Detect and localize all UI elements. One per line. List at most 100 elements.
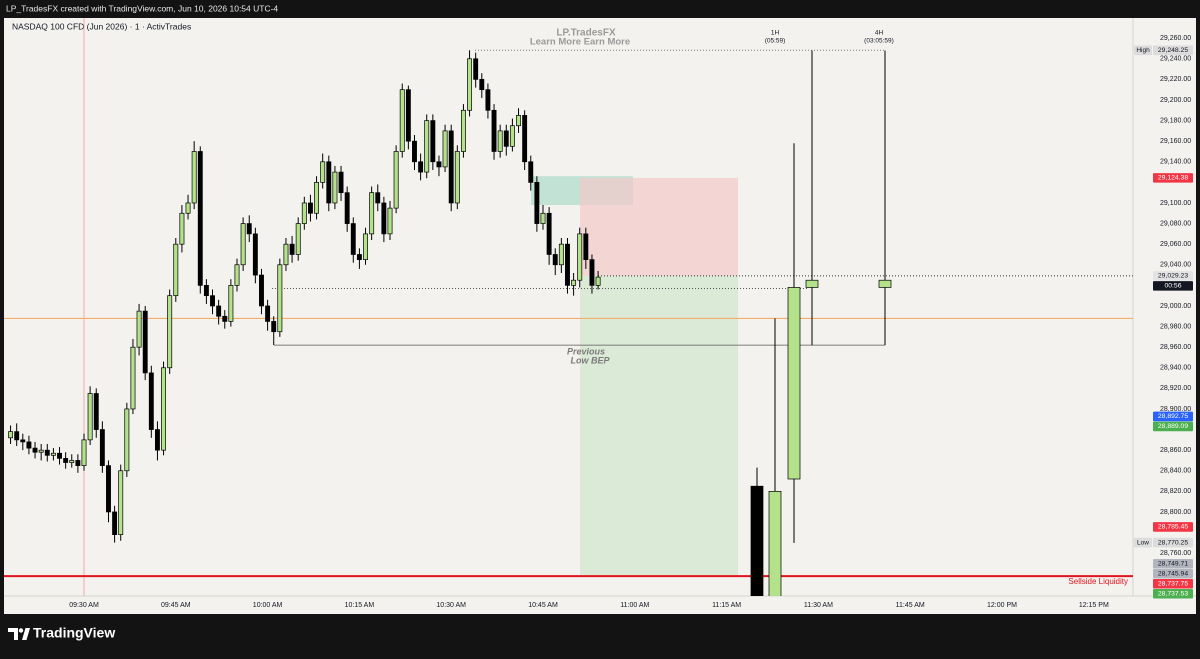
price-marker bbox=[1153, 421, 1193, 432]
candle-body bbox=[314, 182, 320, 214]
candle-body bbox=[375, 192, 381, 204]
price-marker-label: 28,889.09 bbox=[1158, 423, 1188, 430]
candle-body bbox=[356, 254, 362, 260]
watermark: Learn More Earn More bbox=[530, 37, 630, 48]
candle-body bbox=[787, 287, 801, 480]
price-marker-label: 29,248.25 bbox=[1158, 47, 1188, 54]
candle-body bbox=[283, 243, 289, 266]
y-tick-label: 29,060.00 bbox=[1160, 241, 1191, 248]
candle-body bbox=[295, 223, 301, 255]
tradingview-logo-icon bbox=[8, 628, 30, 640]
candle-body bbox=[399, 89, 405, 152]
candle-body bbox=[436, 161, 442, 168]
price-marker bbox=[1153, 522, 1193, 532]
candle-body bbox=[93, 393, 99, 430]
candle-body bbox=[540, 212, 546, 224]
price-tag-label: Low bbox=[1137, 539, 1149, 546]
candle-body bbox=[363, 233, 368, 260]
y-tick-label: 29,040.00 bbox=[1160, 262, 1191, 269]
countdown-box bbox=[1153, 281, 1193, 291]
candle-body bbox=[497, 130, 503, 152]
candle-body bbox=[430, 120, 436, 163]
candle-body bbox=[277, 264, 283, 333]
previous-low-label: Previous bbox=[567, 346, 605, 356]
price-marker-label: 29,029.23 bbox=[1158, 273, 1188, 280]
candle-body bbox=[210, 295, 215, 307]
price-marker-label: 28,737.75 bbox=[1158, 581, 1188, 588]
candle-body bbox=[522, 115, 528, 163]
y-tick-label: 29,140.00 bbox=[1160, 159, 1191, 166]
candle-body bbox=[167, 295, 173, 369]
candle-body bbox=[460, 109, 466, 152]
candle-body bbox=[546, 212, 552, 255]
candle-body bbox=[69, 460, 75, 463]
htf-label: 1H bbox=[771, 30, 780, 37]
candle-body bbox=[589, 259, 595, 286]
y-tick-label: 28,860.00 bbox=[1160, 447, 1191, 454]
candle-body bbox=[412, 140, 417, 163]
candle-body bbox=[252, 233, 258, 276]
candle-body bbox=[197, 151, 203, 286]
price-marker bbox=[1153, 411, 1193, 422]
x-tick-label: 11:30 AM bbox=[804, 602, 833, 609]
candle-body bbox=[878, 279, 892, 288]
y-tick-label: 29,100.00 bbox=[1160, 200, 1191, 207]
y-tick-label: 28,920.00 bbox=[1160, 385, 1191, 392]
previous-low-label: Low BEP bbox=[570, 355, 610, 365]
candle-body bbox=[99, 429, 105, 466]
x-tick-label: 12:00 PM bbox=[987, 602, 1017, 609]
x-tick-label: 11:00 AM bbox=[620, 602, 649, 609]
candle-body bbox=[63, 458, 69, 463]
candle-body bbox=[222, 315, 228, 322]
chart-title: NASDAQ 100 CFD (Jun 2026) · 1 · ActivTra… bbox=[12, 21, 191, 31]
candle-body bbox=[14, 431, 20, 441]
price-tag bbox=[1134, 537, 1152, 548]
candle-body bbox=[203, 285, 209, 297]
price-tag-label: High bbox=[1136, 47, 1150, 54]
x-tick-label: 09:30 AM bbox=[69, 602, 99, 609]
htf-label: (03:05:59) bbox=[864, 38, 894, 45]
candle-body bbox=[528, 161, 534, 183]
candle-body bbox=[57, 452, 62, 459]
candle-body bbox=[148, 372, 154, 430]
countdown: 00:56 bbox=[1164, 283, 1181, 290]
htf-label: 4H bbox=[875, 30, 884, 37]
x-tick-label: 10:15 AM bbox=[345, 602, 375, 609]
candle-body bbox=[118, 470, 124, 535]
candle-body bbox=[381, 202, 387, 235]
candle-body bbox=[534, 182, 540, 224]
candle-body bbox=[142, 310, 148, 374]
price-tag bbox=[1134, 45, 1152, 56]
candle-body bbox=[246, 223, 252, 235]
axes: 28,760.00 28,800.00 28,820.00 28,840.00 28,8… bbox=[69, 35, 1193, 609]
candle-body bbox=[595, 276, 601, 286]
candle-body bbox=[50, 452, 56, 456]
candle-body bbox=[750, 485, 764, 596]
y-tick-label: 29,080.00 bbox=[1160, 220, 1191, 227]
sellside-label: Sellside Liquidity bbox=[1068, 577, 1128, 586]
y-tick-label: 28,940.00 bbox=[1160, 365, 1191, 372]
candle-body bbox=[8, 431, 14, 439]
y-tick-label: 28,840.00 bbox=[1160, 468, 1191, 475]
candle-body bbox=[326, 161, 332, 204]
tradingview-logo: TradingView bbox=[33, 625, 115, 641]
candle-body bbox=[228, 285, 234, 322]
y-tick-label: 29,260.00 bbox=[1160, 35, 1191, 42]
price-marker bbox=[1153, 588, 1193, 599]
y-tick-label: 28,820.00 bbox=[1160, 488, 1191, 495]
candle-body bbox=[154, 429, 160, 451]
candle-body bbox=[387, 207, 393, 235]
y-tick-label: 29,000.00 bbox=[1160, 303, 1191, 310]
candle-body bbox=[106, 465, 111, 513]
candle-body bbox=[454, 151, 460, 204]
candle-body bbox=[32, 447, 38, 453]
y-tick-label: 28,900.00 bbox=[1160, 406, 1191, 413]
candle-body bbox=[393, 151, 399, 209]
y-tick-label: 28,960.00 bbox=[1160, 344, 1191, 351]
candle-body bbox=[558, 243, 564, 266]
price-marker-label: 28,770.25 bbox=[1158, 539, 1188, 546]
candle-body bbox=[479, 79, 485, 91]
price-marker bbox=[1153, 558, 1193, 569]
